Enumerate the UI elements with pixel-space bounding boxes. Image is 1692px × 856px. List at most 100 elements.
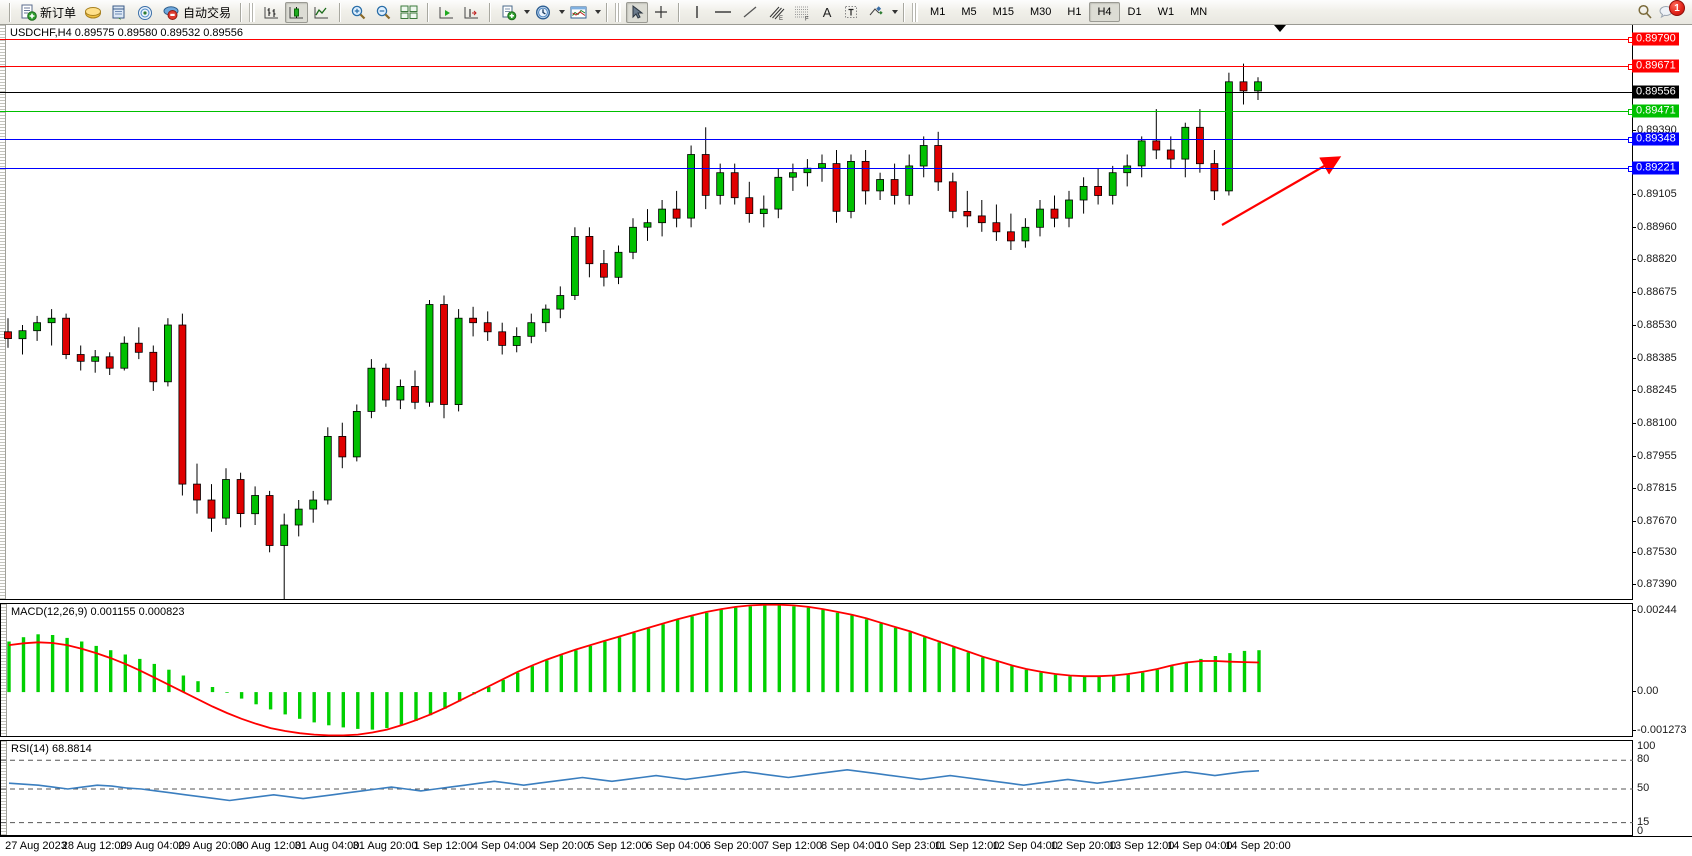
new-order-icon [21, 4, 37, 21]
macd-plot [7, 604, 1261, 737]
price-tag-0.89790[interactable]: 0.89790 [1632, 32, 1679, 46]
rsi-axis-tick: 80 [1637, 753, 1650, 766]
bar-chart-button[interactable] [260, 2, 283, 23]
new-order-label: 新订单 [40, 5, 77, 20]
tile-windows-button[interactable] [397, 2, 421, 23]
toolbar-grip-2[interactable] [615, 2, 622, 22]
level-line-0.89221[interactable] [0, 166, 1634, 172]
template-dropdown-caret[interactable] [524, 10, 531, 14]
chart-shift-marker[interactable] [1274, 25, 1286, 32]
level-line-0.89671[interactable] [0, 63, 1634, 70]
timeframe-button-h4[interactable]: H4 [1089, 2, 1120, 22]
time-axis-label: 4 Sep 04:00 [471, 840, 532, 852]
price-pane[interactable]: USDCHF,H4 0.89575 0.89580 0.89532 0.8955… [0, 25, 1634, 600]
timeframe-button-h1[interactable]: H1 [1059, 2, 1089, 22]
timeframe-label: M5 [961, 6, 977, 18]
timeframe-button-w1[interactable]: W1 [1150, 2, 1183, 22]
level-line-0.89471[interactable] [0, 109, 1634, 116]
price-tag-0.89221[interactable]: 0.89221 [1632, 161, 1679, 175]
timeframe-label: D1 [1127, 6, 1142, 18]
indicators-button[interactable] [566, 2, 591, 23]
expert-advisor-button[interactable] [81, 2, 105, 23]
price-tag-0.89348[interactable]: 0.89348 [1632, 132, 1679, 146]
macd-axis[interactable]: 0.00244 0.00 -0.001273 [1633, 603, 1692, 737]
zoom-in-icon [351, 5, 366, 19]
macd-pane[interactable]: MACD(12,26,9) 0.001155 0.000823 [0, 603, 1633, 737]
timeframe-group: M1 M5 M15 M30 H1 H4 D1 W1 MN [922, 2, 1215, 22]
zoom-out-button[interactable] [372, 2, 395, 23]
candlestick-chart-button[interactable] [285, 1, 309, 23]
data-window-button[interactable] [107, 2, 131, 23]
timeframe-label: MN [1190, 6, 1208, 18]
equidistant-channel-button[interactable]: E [764, 2, 788, 23]
price-axis-tick: 0.87390 [1637, 578, 1677, 591]
rsi-axis[interactable]: 100 80 50 15 0 [1633, 740, 1692, 837]
timeframe-button-d1[interactable]: D1 [1120, 2, 1150, 22]
chart-shift-button[interactable] [435, 2, 458, 23]
toolbar-grip-3[interactable] [912, 2, 919, 22]
search-button[interactable] [1633, 2, 1657, 23]
period-dropdown-caret[interactable] [559, 10, 566, 14]
equidistant-channel-icon: E [769, 6, 785, 21]
timeframe-button-m1[interactable]: M1 [922, 2, 953, 22]
cursor-button[interactable] [626, 1, 649, 23]
time-axis-label: 31 Aug 04:00 [294, 840, 360, 852]
objects-list-icon [869, 6, 883, 16]
navigator-icon [138, 5, 153, 20]
rsi-axis-tick: 0 [1637, 825, 1644, 837]
price-axis-tick: 0.88960 [1637, 221, 1677, 234]
rsi-pane-grip[interactable] [1, 741, 7, 835]
timeframe-button-m15[interactable]: M15 [985, 2, 1022, 22]
line-chart-button[interactable] [310, 2, 333, 23]
period-clock-icon [536, 4, 551, 20]
time-axis-label: 14 Sep 04:00 [1167, 840, 1233, 852]
toolbar-grip-1[interactable] [249, 2, 256, 22]
navigator-button[interactable] [133, 2, 157, 23]
text-button[interactable]: A [816, 2, 838, 23]
objects-dropdown-caret[interactable] [892, 10, 899, 14]
new-order-button[interactable]: 新订单 [17, 2, 79, 23]
chart-autoscroll-button[interactable] [460, 2, 483, 23]
time-axis-label: 27 Aug 2023 [5, 840, 67, 852]
macd-pane-title: MACD(12,26,9) 0.001155 0.000823 [11, 606, 185, 618]
macd-axis-tick: -0.001273 [1637, 724, 1687, 736]
price-axis[interactable]: 0.89105 0.88960 0.88820 0.88675 0.88530 0.883… [1632, 25, 1692, 600]
time-axis-label: 12 Sep 20:00 [1050, 840, 1117, 852]
timeframe-button-m5[interactable]: M5 [953, 2, 984, 22]
trendline-button[interactable] [738, 2, 762, 23]
horizontal-line-button[interactable] [710, 2, 736, 23]
objects-list-button[interactable] [864, 2, 888, 23]
expert-advisor-icon [85, 6, 102, 18]
timeframe-button-m30[interactable]: M30 [1022, 2, 1059, 22]
vertical-line-button[interactable] [686, 2, 708, 23]
indicators-dropdown-caret[interactable] [595, 10, 602, 14]
template-button[interactable] [497, 2, 520, 23]
autotrading-button[interactable]: 自动交易 [159, 2, 234, 23]
timeframe-button-mn[interactable]: MN [1182, 2, 1215, 22]
price-pane-grip[interactable] [0, 25, 6, 599]
period-button[interactable] [531, 2, 555, 23]
svg-text:F: F [805, 16, 809, 21]
time-axis[interactable]: 27 Aug 2023 28 Aug 12:00 29 Aug 04:00 29 Au… [0, 836, 1692, 856]
crosshair-button[interactable] [650, 2, 672, 23]
level-line-0.89790[interactable] [0, 36, 1634, 43]
rsi-pane[interactable]: RSI(14) 68.8814 [0, 740, 1634, 836]
current-price-line [0, 91, 1633, 93]
alert-button[interactable]: 1 [1658, 0, 1685, 22]
data-window-icon [112, 5, 125, 20]
macd-pane-grip[interactable] [1, 604, 7, 736]
price-tag-0.89471[interactable]: 0.89471 [1632, 104, 1679, 118]
price-tag-0.89671[interactable]: 0.89671 [1632, 59, 1679, 73]
time-axis-label: 6 Sep 20:00 [704, 840, 764, 852]
time-axis-label: 14 Sep 20:00 [1225, 840, 1291, 852]
chart-area: USDCHF,H4 0.89575 0.89580 0.89532 0.8955… [0, 25, 1692, 856]
rsi-axis-tick: 100 [1637, 740, 1656, 752]
text-label-button[interactable] [840, 2, 862, 23]
fibonacci-button[interactable]: F [790, 2, 814, 23]
price-axis-tick: 0.87815 [1637, 481, 1677, 494]
level-line-0.89348[interactable] [0, 137, 1634, 144]
toolbar-separator-8 [903, 2, 906, 22]
toolbar-separator-3 [339, 2, 342, 22]
zoom-in-button[interactable] [347, 2, 370, 23]
